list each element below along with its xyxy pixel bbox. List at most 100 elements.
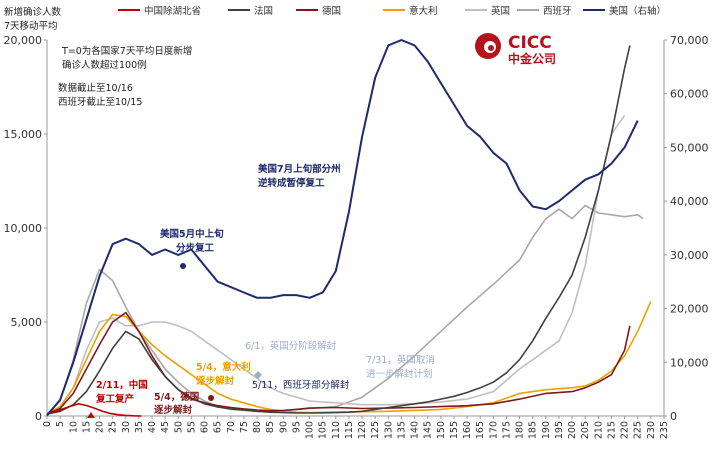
annotation-us-july-2: 逆转成暂停复工 — [258, 177, 325, 189]
left-axis-title-line1: 新增确诊人数 — [4, 6, 62, 18]
x-tick-label: 140 — [410, 421, 421, 439]
right-tick-label: 70,000 — [670, 34, 709, 47]
legend-label: 西班牙 — [543, 5, 572, 17]
x-tick-label: 230 — [646, 421, 657, 439]
note-line3: 数据截止至10/16 — [58, 82, 133, 94]
right-y-axis: 0 10,000 20,000 30,000 40,000 50,000 60,000 70,… — [664, 34, 709, 423]
x-tick-label: 215 — [606, 421, 617, 439]
series-line-4 — [46, 114, 626, 415]
annotation-italy-2: 逐步解封 — [196, 375, 235, 387]
left-tick-label: 10,000 — [4, 222, 43, 235]
left-tick-label: 20,000 — [4, 34, 43, 47]
cicc-logo: CICC 中金公司 — [475, 33, 556, 66]
left-y-axis: 0 5,000 10,000 15,000 20,000 — [4, 34, 47, 423]
x-tick-label: 60 — [200, 421, 211, 433]
x-tick-label: 55 — [186, 421, 197, 433]
x-tick-label: 100 — [305, 421, 316, 439]
x-tick-label: 145 — [423, 421, 434, 439]
legend-label: 美国（右轴） — [609, 5, 666, 17]
series-line-0 — [46, 403, 142, 417]
annotation-spain: 5/11，西班牙部分解封 — [252, 379, 350, 391]
x-tick-label: 75 — [239, 421, 250, 433]
annotation-china-2: 复工复产 — [95, 393, 135, 405]
x-tick-label: 170 — [488, 421, 499, 439]
right-tick-label: 40,000 — [670, 195, 709, 208]
x-tick-label: 25 — [108, 421, 119, 433]
x-tick-label: 200 — [567, 421, 578, 439]
series-line-1 — [46, 45, 631, 415]
x-tick-label: 130 — [383, 421, 394, 439]
x-tick-label: 210 — [593, 421, 604, 439]
x-tick-label: 155 — [449, 421, 460, 439]
annotation-us-may-2: 分步复工 — [176, 242, 215, 254]
annotation-us-may-1: 美国5月中上旬 — [159, 228, 224, 240]
x-tick-label: 70 — [226, 421, 237, 433]
series-line-3 — [46, 300, 652, 415]
annotation-china-1: 2/11，中国 — [96, 379, 148, 391]
right-tick-label: 60,000 — [670, 88, 709, 101]
x-tick-label: 5 — [55, 421, 66, 427]
china-marker-triangle — [87, 412, 95, 418]
legend-label: 德国 — [322, 5, 341, 17]
x-tick-label: 195 — [554, 421, 565, 439]
x-tick-label: 205 — [580, 421, 591, 439]
logo-text-cn: 中金公司 — [508, 51, 556, 66]
left-axis-title-line2: 7天移动平均 — [4, 20, 58, 32]
annotation-us-july-1: 美国7月上旬部分州 — [257, 163, 341, 175]
right-tick-label: 0 — [670, 410, 677, 423]
annotation-germany-1: 5/4，德国 — [154, 391, 199, 403]
x-tick-label: 160 — [462, 421, 473, 439]
x-tick-label: 10 — [68, 421, 79, 433]
x-axis: 0 5 10 15 20 25 30 35 40 45 50 55 60 65 70 75 80 85 90 95 10… — [42, 416, 670, 439]
legend-label: 法国 — [254, 5, 273, 17]
x-tick-label: 35 — [134, 421, 145, 433]
x-tick-label: 50 — [173, 421, 184, 433]
x-tick-label: 80 — [252, 421, 263, 433]
legend: 中国除湖北省 法国 德国 意大利 英国 西班牙 美国（右轴） — [118, 5, 666, 17]
legend-label: 中国除湖北省 — [144, 5, 201, 17]
germany-marker — [208, 395, 214, 401]
us-may-marker — [180, 263, 186, 269]
x-tick-label: 15 — [81, 421, 92, 433]
x-tick-label: 225 — [633, 421, 644, 439]
series-line-2 — [46, 311, 631, 415]
x-tick-label: 235 — [659, 421, 670, 439]
x-tick-label: 185 — [528, 421, 539, 439]
annotation-germany-2: 逐步解封 — [154, 404, 193, 416]
x-tick-label: 20 — [95, 421, 106, 433]
x-tick-label: 120 — [357, 421, 368, 439]
x-tick-label: 95 — [291, 421, 302, 433]
x-tick-label: 110 — [331, 421, 342, 439]
left-tick-label: 5,000 — [11, 316, 43, 329]
note-line2: 确诊人数超过100例 — [62, 59, 147, 71]
series-line-6 — [46, 39, 639, 417]
annotation-uk-july-2: 进一步解封计划 — [366, 368, 433, 380]
x-tick-label: 85 — [265, 421, 276, 433]
logo-dot — [488, 45, 494, 51]
x-tick-label: 190 — [541, 421, 552, 439]
series-lines — [46, 39, 652, 417]
x-tick-label: 175 — [501, 421, 512, 439]
annotation-uk-june: 6/1，英国分阶段解封 — [245, 340, 337, 352]
x-tick-label: 115 — [344, 421, 355, 439]
x-tick-label: 135 — [396, 421, 407, 439]
right-tick-label: 20,000 — [670, 303, 709, 316]
x-tick-label: 0 — [42, 421, 53, 427]
annotations: 美国7月上旬部分州 逆转成暂停复工 美国5月中上旬 分步复工 6/1，英国分阶段… — [87, 163, 435, 418]
annotation-uk-july-1: 7/31，英国取消 — [366, 354, 435, 366]
left-tick-label: 15,000 — [4, 128, 43, 141]
x-tick-label: 150 — [436, 421, 447, 439]
note-line1: T=0为各国家7天平均日度新增 — [61, 45, 192, 57]
right-tick-label: 30,000 — [670, 249, 709, 262]
x-tick-label: 30 — [121, 421, 132, 433]
x-tick-label: 165 — [475, 421, 486, 439]
x-tick-label: 90 — [278, 421, 289, 433]
uk-june-marker — [254, 371, 262, 379]
x-tick-label: 125 — [370, 421, 381, 439]
logo-text-en: CICC — [508, 33, 552, 53]
x-tick-label: 65 — [213, 421, 224, 433]
right-tick-label: 50,000 — [670, 141, 709, 154]
x-tick-label: 180 — [515, 421, 526, 439]
notes: T=0为各国家7天平均日度新增 确诊人数超过100例 数据截止至10/16 西班… — [58, 45, 192, 108]
